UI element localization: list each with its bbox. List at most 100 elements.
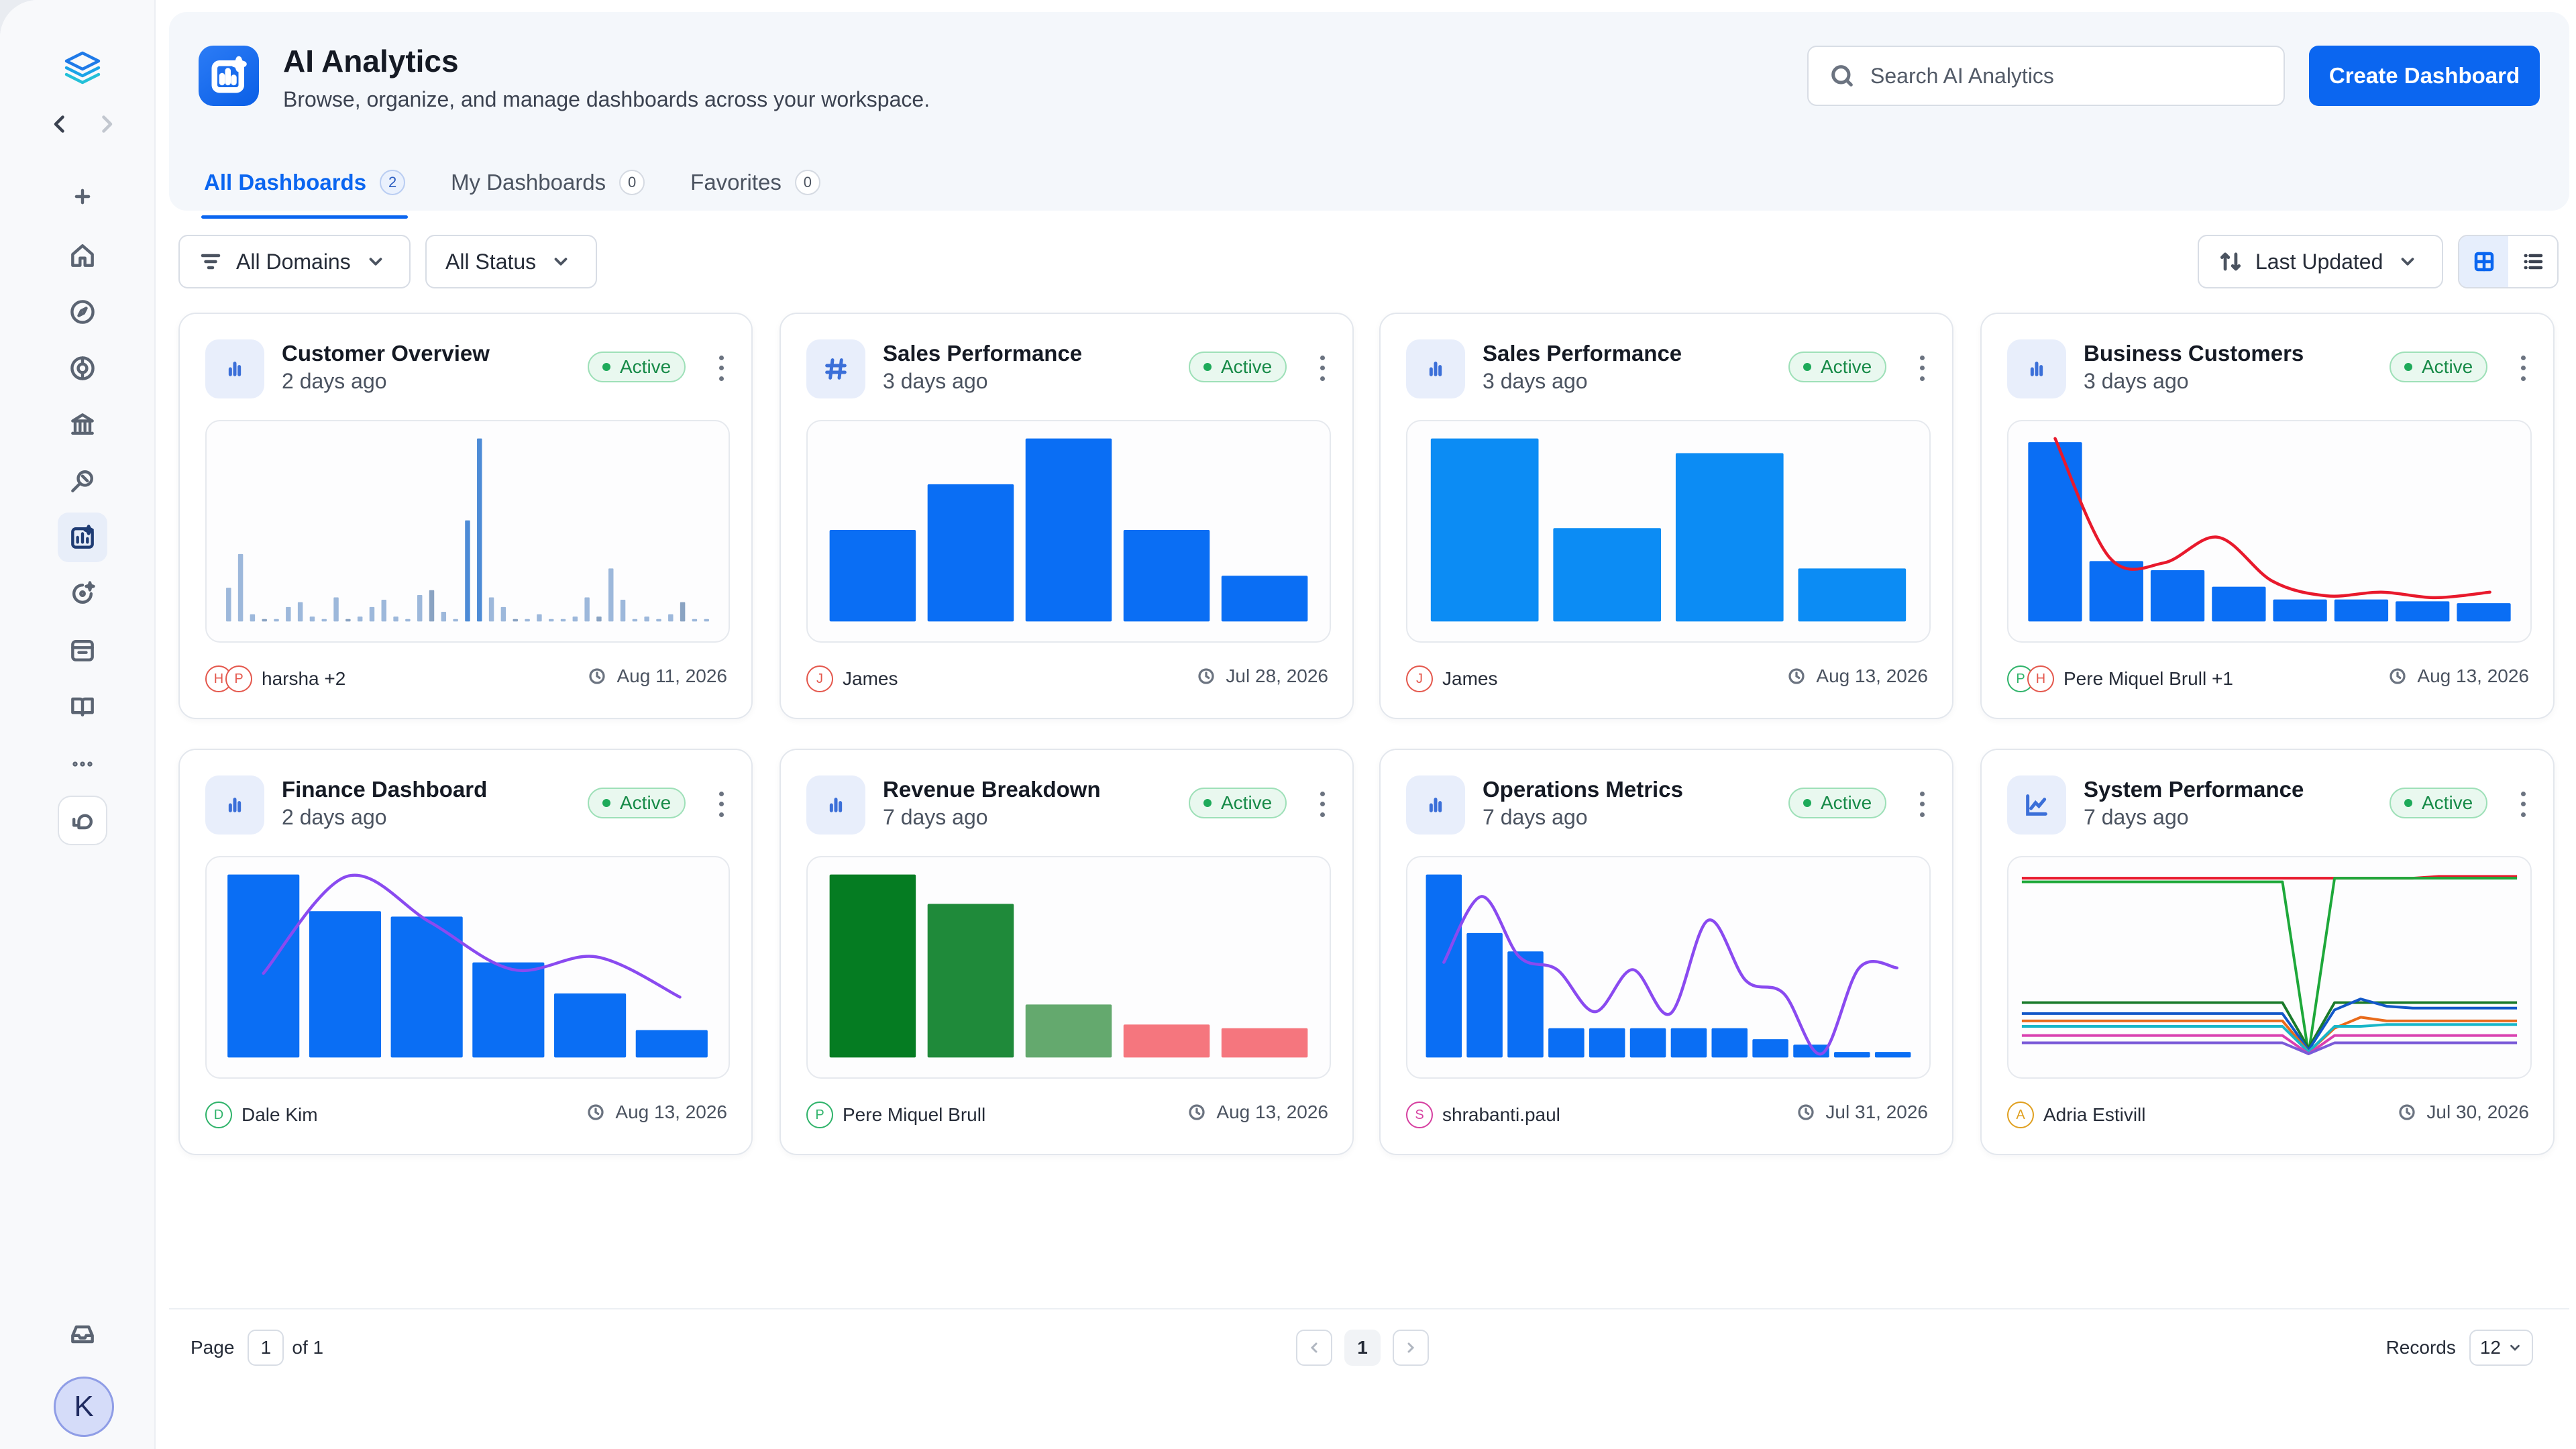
- chart-bar: [554, 993, 627, 1058]
- home-icon[interactable]: [58, 231, 107, 280]
- chart-bar: [1629, 1028, 1666, 1058]
- chart-bar: [537, 614, 542, 622]
- more-options-icon[interactable]: [2513, 353, 2533, 384]
- user-avatar[interactable]: K: [54, 1377, 114, 1437]
- owner-name: Dale Kim: [241, 1104, 318, 1125]
- search-input[interactable]: [1870, 63, 2273, 89]
- status-badge: Active: [1189, 352, 1287, 382]
- chart-bar: [488, 597, 494, 622]
- logo-icon[interactable]: [58, 43, 107, 93]
- chat-feedback-icon[interactable]: [58, 796, 107, 845]
- tab-favorites[interactable]: Favorites 0: [690, 161, 820, 204]
- chart-bar: [465, 520, 470, 622]
- knowledge-book-icon[interactable]: [58, 682, 107, 731]
- card-title[interactable]: Finance Dashboard: [282, 777, 488, 802]
- chart-bar: [1466, 932, 1503, 1058]
- list-view-button[interactable]: [2508, 236, 2557, 287]
- chevron-down-icon: [369, 258, 382, 266]
- updated-date-text: Aug 13, 2026: [615, 1102, 727, 1122]
- dashboard-card[interactable]: Revenue Breakdown 7 days ago Active P Per…: [780, 749, 1354, 1155]
- card-title[interactable]: Customer Overview: [282, 341, 490, 366]
- dashboard-card[interactable]: System Performance 7 days ago Active A Ad…: [1980, 749, 2555, 1155]
- tab-my-dashboards[interactable]: My Dashboards 0: [451, 161, 645, 204]
- chart-series-line: [2021, 875, 2518, 880]
- prev-page-button[interactable]: [1296, 1330, 1332, 1366]
- more-icon[interactable]: [58, 739, 107, 789]
- more-options-icon[interactable]: [1912, 353, 1932, 384]
- chart-series-line: [2021, 877, 2518, 1055]
- add-icon[interactable]: [58, 172, 107, 221]
- explore-compass-icon[interactable]: [58, 287, 107, 337]
- chart-bar: [453, 619, 458, 622]
- chart-series-line: [2021, 1034, 2518, 1055]
- dashboard-card[interactable]: Finance Dashboard 2 days ago Active D Dal…: [178, 749, 753, 1155]
- chart-bar: [297, 602, 303, 622]
- clock-icon: [2390, 668, 2406, 684]
- inbox-icon[interactable]: [58, 1309, 107, 1359]
- dashboard-card[interactable]: Sales Performance 3 days ago Active J Jam…: [780, 313, 1354, 719]
- ai-analytics-icon[interactable]: [58, 513, 107, 562]
- owners: D Dale Kim: [205, 1102, 318, 1128]
- card-title[interactable]: Operations Metrics: [1483, 777, 1683, 802]
- chart-bar: [644, 616, 649, 622]
- owner-avatar: P: [806, 1102, 833, 1128]
- chart-bar: [1874, 1052, 1911, 1058]
- status-filter-dropdown[interactable]: All Status: [425, 235, 597, 288]
- chevron-down-icon: [2510, 1344, 2520, 1351]
- card-title[interactable]: Sales Performance: [883, 341, 1083, 366]
- chart-bar: [1670, 1028, 1707, 1058]
- insights-search-icon[interactable]: [58, 456, 107, 506]
- tab-all-dashboards[interactable]: All Dashboards 2: [201, 161, 409, 219]
- ai-agents-icon[interactable]: [58, 569, 107, 619]
- more-options-icon[interactable]: [711, 789, 731, 820]
- more-options-icon[interactable]: [711, 353, 731, 384]
- chart-bar: [286, 606, 291, 622]
- chart-bar: [548, 619, 554, 622]
- sort-arrows-icon: [2220, 252, 2241, 271]
- chart-bar: [1025, 1004, 1112, 1058]
- chart-bar: [2150, 570, 2205, 622]
- card-title[interactable]: Revenue Breakdown: [883, 777, 1101, 802]
- card-title[interactable]: Business Customers: [2084, 341, 2304, 366]
- chart-bar: [1675, 453, 1784, 622]
- chart-svg: [1430, 438, 1907, 622]
- search-box[interactable]: [1807, 46, 2285, 106]
- card-title[interactable]: System Performance: [2084, 777, 2304, 802]
- chart-bar: [1711, 1028, 1748, 1058]
- more-options-icon[interactable]: [1312, 789, 1332, 820]
- more-options-icon[interactable]: [1912, 789, 1932, 820]
- chart-bar: [390, 916, 463, 1058]
- observability-icon[interactable]: [58, 343, 107, 393]
- updated-date-text: Jul 28, 2026: [1226, 665, 1328, 686]
- more-options-icon[interactable]: [2513, 789, 2533, 820]
- page-input[interactable]: 1: [248, 1330, 284, 1366]
- dashboard-card[interactable]: Sales Performance 3 days ago Active J Jam…: [1379, 313, 1953, 719]
- back-icon[interactable]: [42, 106, 78, 142]
- clock-icon: [588, 1104, 604, 1120]
- chart-bar: [1123, 1024, 1210, 1058]
- chart-svg: [2028, 437, 2511, 622]
- records-select[interactable]: 12: [2469, 1330, 2533, 1366]
- sort-dropdown[interactable]: Last Updated: [2198, 235, 2443, 288]
- card-title[interactable]: Sales Performance: [1483, 341, 1682, 366]
- create-dashboard-button[interactable]: Create Dashboard: [2309, 46, 2540, 106]
- domain-filter-dropdown[interactable]: All Domains: [178, 235, 411, 288]
- page-label: Page: [191, 1337, 235, 1358]
- chart-bar: [2028, 442, 2082, 622]
- owners: P H Pere Miquel Brull +1: [2007, 665, 2233, 692]
- forward-icon[interactable]: [89, 106, 125, 142]
- chart-preview: [806, 420, 1331, 643]
- grid-view-button[interactable]: [2459, 236, 2508, 287]
- governance-bank-icon[interactable]: [58, 400, 107, 449]
- chart-bar: [309, 911, 382, 1058]
- more-options-icon[interactable]: [1312, 353, 1332, 384]
- page-1-button[interactable]: 1: [1344, 1330, 1381, 1366]
- marketplace-icon[interactable]: [58, 625, 107, 675]
- next-page-button[interactable]: [1393, 1330, 1429, 1366]
- chart-bar: [321, 619, 327, 622]
- owner-name: Pere Miquel Brull +1: [2063, 668, 2233, 689]
- chart-bar: [381, 600, 387, 622]
